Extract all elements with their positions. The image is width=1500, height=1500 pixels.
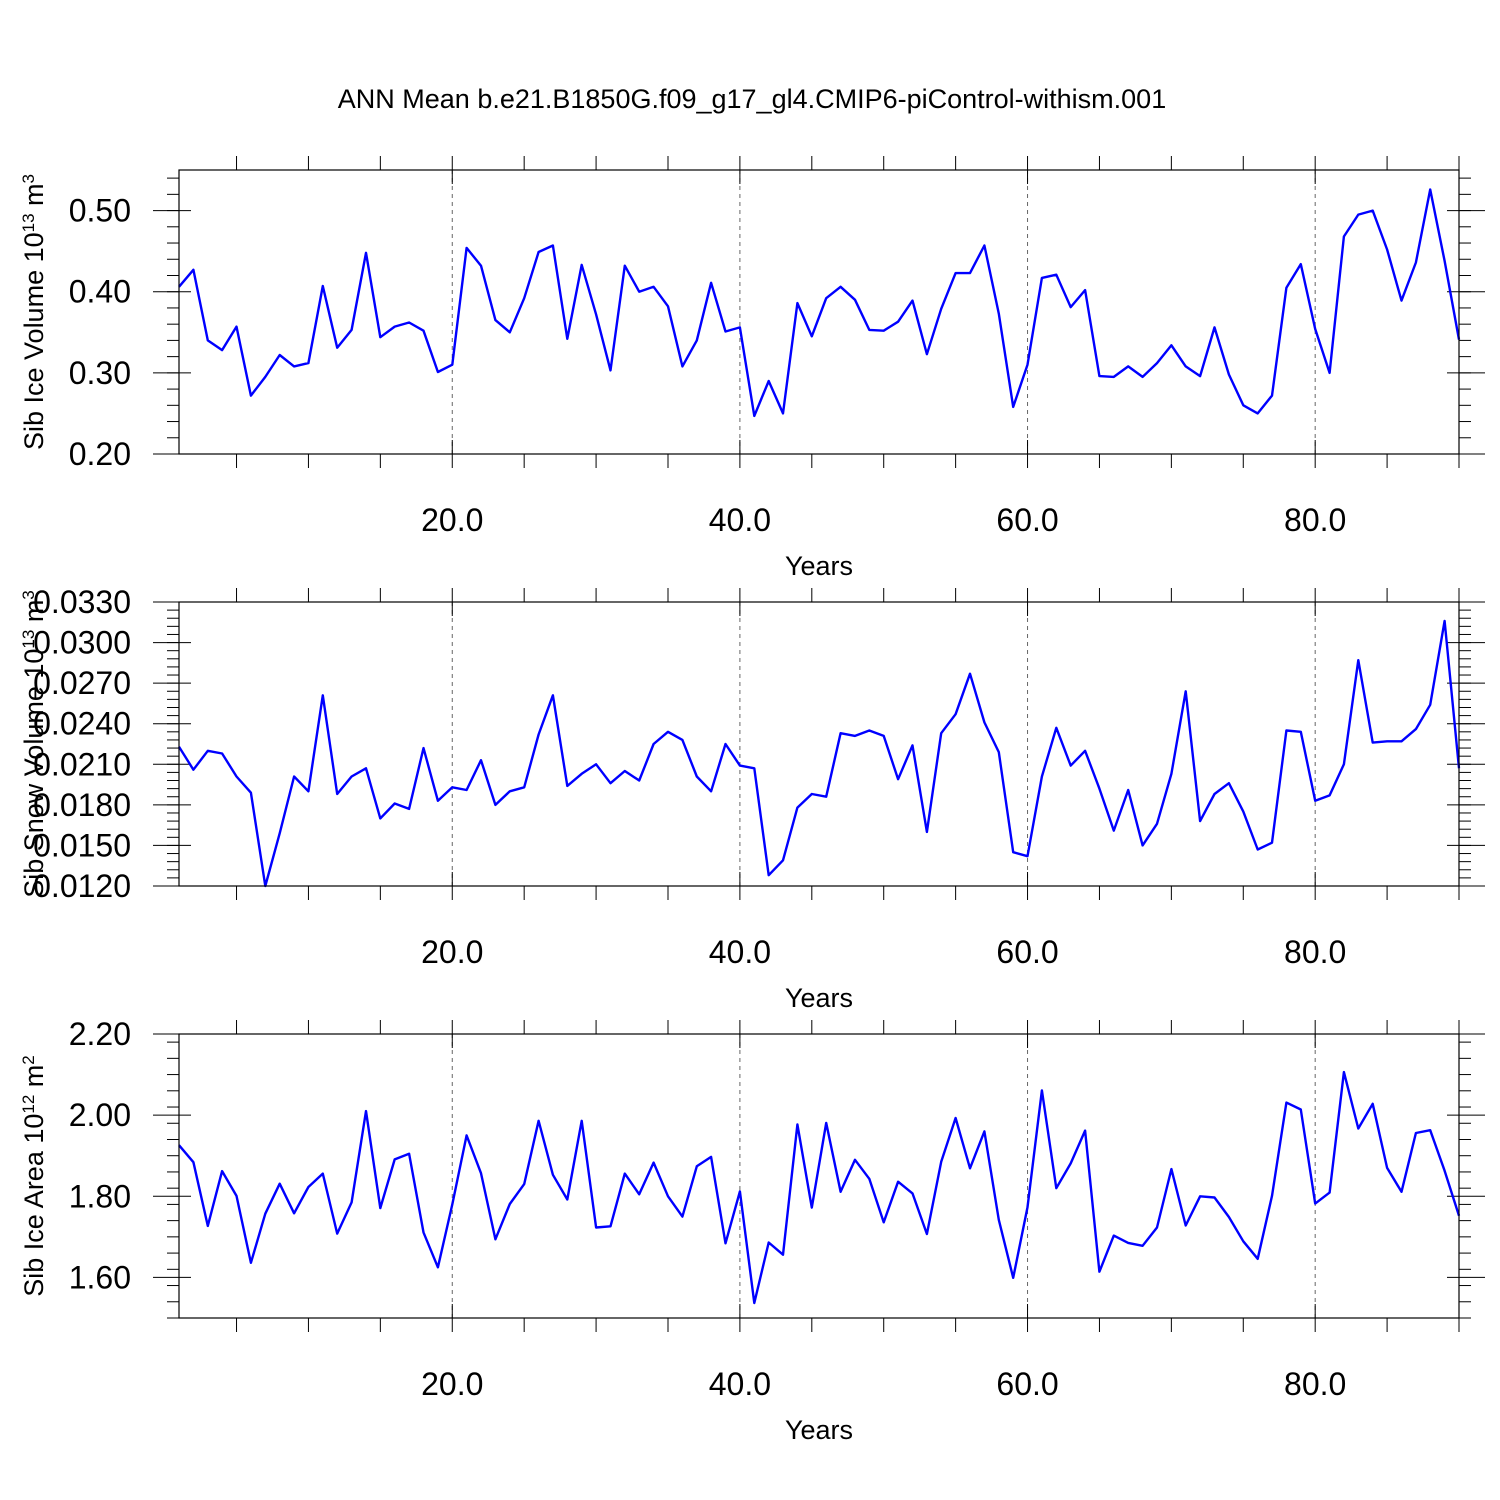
y-tick-label: 0.0270 [33,665,131,701]
data-series-line [178,188,1461,418]
x-tick-label: 20.0 [421,1366,483,1402]
y-axis-title-superscript: 13 [19,213,38,232]
x-tick-label: 20.0 [421,934,483,970]
y-axis-title-text: Sib Ice Area 10 [19,1114,49,1297]
x-tick-label: 60.0 [996,1366,1058,1402]
plot-frame [178,169,1460,455]
y-tick-label: 0.30 [69,355,131,391]
x-tick-label: 80.0 [1284,1366,1346,1402]
x-axis-title: Years [785,1415,853,1445]
x-axis-title: Years [785,551,853,581]
x-tick-label: 60.0 [996,502,1058,538]
y-axis-title-superscript: 13 [19,630,38,649]
y-axis-title-superscript: 3 [19,590,38,599]
y-tick-label: 0.0180 [33,787,131,823]
y-tick-label: 0.0150 [33,827,131,863]
panels: 0.20 0.30 0.40 0.50 20.0 40.0 60.0 80.0 Years Sib… [19,156,1485,1445]
x-axis-title: Years [785,983,853,1013]
y-axis-title-superscript: 3 [19,174,38,183]
y-axis-title-text: m [19,600,49,630]
y-axis-title: Sib Snow Volume 1013 m3 [19,590,49,898]
y-tick-label: 2.20 [69,1016,131,1052]
x-tick-label: 80.0 [1284,502,1346,538]
x-tick-label: 40.0 [709,1366,771,1402]
x-tick-label: 40.0 [709,934,771,970]
y-axis-title-superscript: 12 [19,1095,38,1114]
y-tick-label: 0.0240 [33,706,131,742]
plot-frame [178,1033,1460,1319]
chart-panel-3: 1.60 1.80 2.00 2.20 20.0 40.0 60.0 80.0 Years Sib… [19,1016,1485,1445]
y-axis-title-superscript: 2 [19,1055,38,1064]
y-axis-title: Sib Ice Volume 1013 m3 [19,174,49,450]
y-tick-label: 0.0120 [33,868,131,904]
figure-title: ANN Mean b.e21.B1850G.f09_g17_gl4.CMIP6-… [338,84,1166,114]
plot-frame [178,601,1460,887]
data-series-line [177,619,1461,888]
chart-panel-1: 0.20 0.30 0.40 0.50 20.0 40.0 60.0 80.0 Years Sib… [19,156,1485,581]
y-axis-title: Sib Ice Area 1012 m2 [19,1055,49,1297]
y-tick-label: 1.60 [69,1259,131,1295]
y-axis-title-text: Sib Snow Volume 10 [19,649,49,898]
y-tick-label: 0.0330 [33,584,131,620]
x-tick-label: 60.0 [996,934,1058,970]
y-tick-label: 0.40 [69,274,131,310]
x-tick-label: 40.0 [709,502,771,538]
y-tick-label: 0.0300 [33,625,131,661]
x-tick-label: 20.0 [421,502,483,538]
y-axis-title-text: m [19,183,49,213]
x-tick-label: 80.0 [1284,934,1346,970]
y-tick-label: 0.20 [69,436,131,472]
chart-panel-2: 0.0120 0.0150 0.0180 0.0210 0.0240 0.0270 0.03… [19,584,1485,1013]
y-tick-label: 0.50 [69,193,131,229]
data-series-line [178,1070,1461,1305]
y-axis-title-text: m [19,1065,49,1095]
y-tick-label: 2.00 [69,1097,131,1133]
y-axis-title-text: Sib Ice Volume 10 [19,232,49,450]
y-tick-label: 1.80 [69,1178,131,1214]
y-tick-label: 0.0210 [33,746,131,782]
